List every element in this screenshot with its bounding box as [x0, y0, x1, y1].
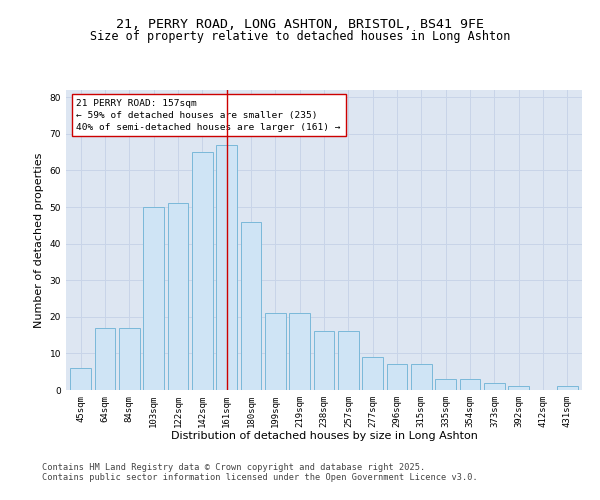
Text: Contains public sector information licensed under the Open Government Licence v3: Contains public sector information licen… — [42, 474, 478, 482]
Bar — [484, 382, 505, 390]
Bar — [143, 207, 164, 390]
Bar — [362, 357, 383, 390]
Bar — [436, 379, 456, 390]
Bar — [411, 364, 432, 390]
X-axis label: Distribution of detached houses by size in Long Ashton: Distribution of detached houses by size … — [170, 432, 478, 442]
Bar — [508, 386, 529, 390]
Bar — [70, 368, 91, 390]
Bar — [289, 313, 310, 390]
Bar — [167, 204, 188, 390]
Text: Contains HM Land Registry data © Crown copyright and database right 2025.: Contains HM Land Registry data © Crown c… — [42, 464, 425, 472]
Text: 21 PERRY ROAD: 157sqm
← 59% of detached houses are smaller (235)
40% of semi-det: 21 PERRY ROAD: 157sqm ← 59% of detached … — [76, 99, 341, 132]
Bar — [119, 328, 140, 390]
Bar — [241, 222, 262, 390]
Bar — [338, 332, 359, 390]
Bar — [386, 364, 407, 390]
Bar — [557, 386, 578, 390]
Text: Size of property relative to detached houses in Long Ashton: Size of property relative to detached ho… — [90, 30, 510, 43]
Bar — [460, 379, 481, 390]
Y-axis label: Number of detached properties: Number of detached properties — [34, 152, 44, 328]
Text: 21, PERRY ROAD, LONG ASHTON, BRISTOL, BS41 9FE: 21, PERRY ROAD, LONG ASHTON, BRISTOL, BS… — [116, 18, 484, 30]
Bar — [314, 332, 334, 390]
Bar — [192, 152, 212, 390]
Bar — [216, 145, 237, 390]
Bar — [265, 313, 286, 390]
Bar — [95, 328, 115, 390]
